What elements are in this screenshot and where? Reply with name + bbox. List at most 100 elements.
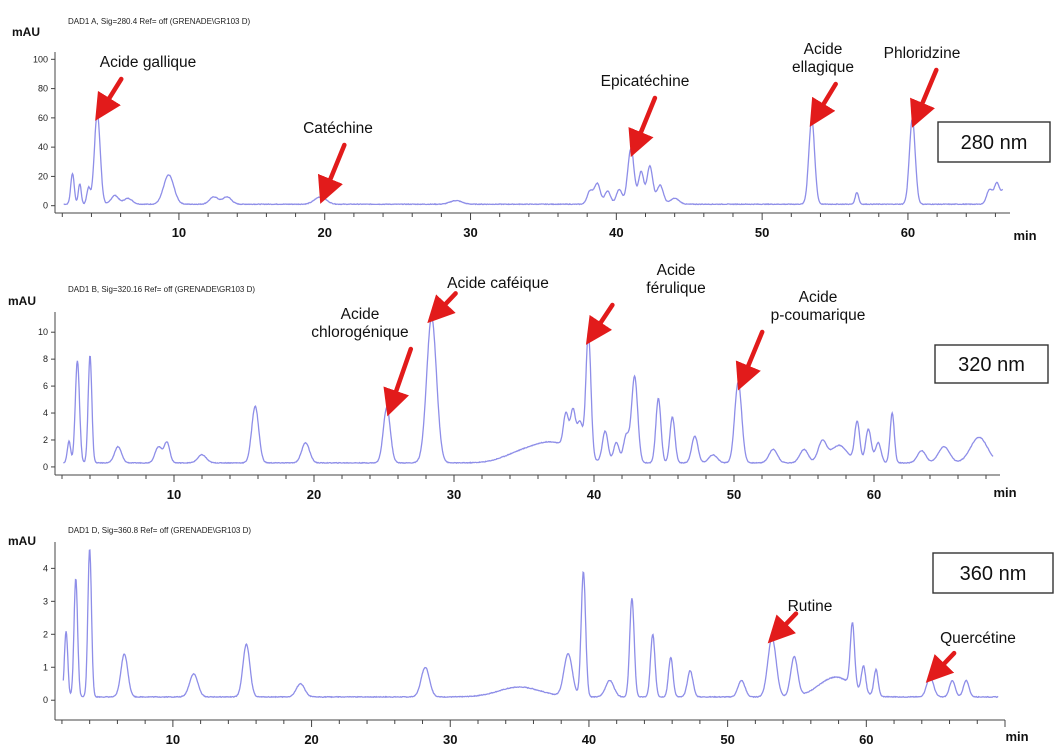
wavelength-label: 320 nm	[958, 354, 1025, 376]
peak-point	[1004, 189, 1005, 190]
peak-point	[573, 422, 574, 423]
chromatogram-panel-1: DAD1 A, Sig=280.4 Ref= off (GRENADE\GR10…	[12, 17, 1051, 243]
compound-label-line: p-coumarique	[771, 307, 866, 324]
x-tick-label: 60	[859, 732, 873, 747]
compound-label-line: Acide gallique	[100, 54, 197, 71]
compound-label-line: Acide	[804, 41, 843, 58]
y-tick-label: 0	[43, 695, 48, 705]
wavelength-label: 360 nm	[960, 563, 1027, 585]
compound-label-line: Quercétine	[940, 630, 1016, 647]
compound-label-line: ellagique	[792, 59, 854, 76]
x-tick-label: 40	[582, 732, 596, 747]
y-tick-label: 100	[33, 54, 48, 64]
compound-label-line: Acide	[657, 262, 696, 279]
y-tick-label: 1	[43, 662, 48, 672]
compound-label: Acide ellagique	[792, 41, 854, 76]
compound-label: Acide caféique	[447, 275, 549, 292]
y-axis-unit-label: mAU	[8, 534, 36, 548]
wavelength-box	[937, 121, 1051, 163]
y-tick-label: 3	[43, 596, 48, 606]
x-tick-label: 20	[307, 487, 321, 502]
x-tick-label: 10	[167, 487, 181, 502]
y-tick-label: 2	[43, 435, 48, 445]
compound-label: Epicatéchine	[601, 73, 690, 90]
peak-arrow	[628, 95, 658, 158]
peak-arrow	[809, 81, 838, 127]
compound-label: Rutine	[788, 598, 833, 615]
wavelength-label: 280 nm	[961, 132, 1028, 154]
chromatogram-trace	[63, 112, 1004, 206]
x-tick-label: 50	[755, 225, 769, 240]
y-axis-unit-label: mAU	[12, 25, 40, 39]
compound-label-line: Rutine	[788, 598, 833, 615]
chromatogram-trace	[62, 549, 999, 699]
x-tick-label: 50	[727, 487, 741, 502]
chromatogram-panel-3: DAD1 D, Sig=360.8 Ref= off (GRENADE\GR10…	[8, 526, 1054, 747]
peak-arrow	[767, 611, 799, 644]
y-tick-label: 0	[43, 201, 48, 211]
peak-arrow	[383, 346, 414, 417]
peak-point	[517, 456, 518, 457]
x-tick-label: 20	[304, 732, 318, 747]
peak-point	[863, 670, 864, 671]
chromatogram-panel-2: DAD1 B, Sig=320.16 Ref= off (GRENADE\GR1…	[8, 262, 1049, 502]
x-tick-label: 60	[901, 225, 915, 240]
y-tick-label: 6	[43, 381, 48, 391]
signal-header: DAD1 A, Sig=280.4 Ref= off (GRENADE\GR10…	[68, 17, 250, 26]
chromatogram-trace	[63, 316, 994, 465]
peak-point	[89, 548, 90, 549]
wavelength-box	[934, 344, 1049, 384]
y-tick-label: 8	[43, 354, 48, 364]
compound-label: Acide chlorogénique	[311, 306, 408, 341]
peak-point	[566, 429, 567, 430]
compound-label-line: Acide	[799, 289, 838, 306]
peak-arrow	[910, 67, 939, 128]
compound-label-line: Acide caféique	[447, 275, 549, 292]
y-tick-label: 80	[38, 84, 48, 94]
compound-label-line: Acide	[341, 306, 380, 323]
x-tick-label: 40	[609, 225, 623, 240]
compound-label: Acide férulique	[646, 262, 705, 297]
peak-point	[852, 634, 853, 635]
x-tick-label: 10	[172, 225, 186, 240]
compound-label: Acide p-coumarique	[771, 289, 866, 324]
x-tick-label: 40	[587, 487, 601, 502]
x-tick-label: 30	[443, 732, 457, 747]
compound-label-line: Catéchine	[303, 120, 373, 137]
y-tick-label: 60	[38, 113, 48, 123]
compound-label-line: chlorogénique	[311, 324, 408, 341]
y-tick-label: 20	[38, 171, 48, 181]
x-tick-label: 30	[463, 225, 477, 240]
peak-point	[75, 578, 76, 579]
peak-arrow	[585, 302, 615, 345]
compound-label-line: férulique	[646, 280, 705, 297]
compound-label: Quercétine	[940, 630, 1016, 647]
y-tick-label: 4	[43, 408, 48, 418]
signal-header: DAD1 B, Sig=320.16 Ref= off (GRENADE\GR1…	[68, 285, 255, 294]
compound-label: Catéchine	[303, 120, 373, 137]
x-tick-label: 20	[317, 225, 331, 240]
peak-point	[822, 442, 823, 443]
wavelength-box	[932, 552, 1054, 594]
x-tick-label: 60	[867, 487, 881, 502]
compound-label-line: Epicatéchine	[601, 73, 690, 90]
signal-header: DAD1 D, Sig=360.8 Ref= off (GRENADE\GR10…	[68, 526, 251, 535]
y-tick-label: 0	[43, 462, 48, 472]
compound-label: Phloridzine	[884, 45, 961, 62]
compound-label: Acide gallique	[100, 54, 197, 71]
peak-arrow	[317, 142, 347, 204]
peak-arrow	[925, 650, 957, 683]
y-tick-label: 40	[38, 142, 48, 152]
y-axis-unit-label: mAU	[8, 294, 36, 308]
x-axis-label: min	[1005, 729, 1028, 744]
x-tick-label: 30	[447, 487, 461, 502]
x-axis-label: min	[1013, 228, 1036, 243]
y-tick-label: 2	[43, 629, 48, 639]
y-tick-label: 4	[43, 563, 48, 573]
peak-point	[90, 355, 91, 356]
peak-arrow	[95, 76, 124, 121]
x-tick-label: 50	[720, 732, 734, 747]
peak-point	[580, 430, 581, 431]
x-tick-label: 10	[166, 732, 180, 747]
